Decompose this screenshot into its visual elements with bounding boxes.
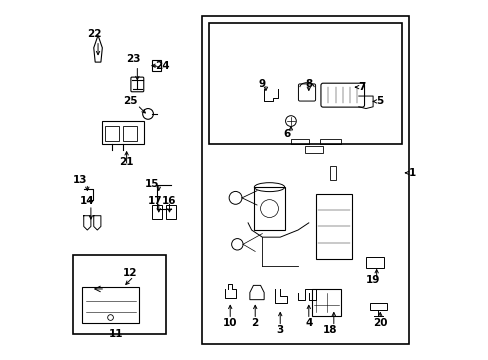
Text: 16: 16 [162, 197, 176, 206]
Bar [151, 60, 160, 71]
Bar [290, 139, 308, 144]
Bar [312, 289, 340, 316]
Text: 12: 12 [122, 268, 137, 278]
Bar [165, 205, 176, 219]
Bar [73, 255, 165, 334]
Text: 25: 25 [122, 96, 137, 107]
Bar [305, 146, 323, 153]
Text: 20: 20 [372, 318, 386, 328]
Text: 8: 8 [305, 78, 312, 89]
Text: 7: 7 [358, 82, 366, 92]
Bar [123, 126, 137, 141]
Text: 6: 6 [283, 129, 290, 139]
Bar [151, 205, 162, 219]
Text: 13: 13 [73, 175, 87, 185]
Bar [315, 194, 351, 258]
Text: 21: 21 [119, 157, 134, 167]
Bar [319, 139, 340, 144]
Text: 3: 3 [276, 325, 283, 335]
Text: 11: 11 [108, 329, 123, 339]
Bar [254, 187, 284, 230]
Bar [102, 121, 144, 144]
Text: 18: 18 [322, 325, 337, 335]
Text: 5: 5 [376, 96, 383, 107]
Text: 19: 19 [365, 275, 380, 285]
Bar [201, 16, 408, 344]
Text: 1: 1 [408, 168, 415, 178]
Bar [329, 166, 335, 180]
Bar [82, 287, 139, 323]
Text: 9: 9 [258, 78, 265, 89]
Bar [105, 126, 119, 141]
Bar [369, 303, 386, 310]
Text: 15: 15 [144, 179, 159, 189]
Bar [208, 23, 401, 144]
Text: 24: 24 [155, 61, 169, 71]
Text: 23: 23 [126, 54, 141, 64]
Bar [365, 257, 383, 267]
Text: 10: 10 [223, 318, 237, 328]
Text: 2: 2 [251, 318, 258, 328]
Text: 17: 17 [147, 197, 162, 206]
Text: 22: 22 [87, 28, 102, 39]
Text: 4: 4 [305, 318, 312, 328]
Text: 14: 14 [80, 197, 95, 206]
